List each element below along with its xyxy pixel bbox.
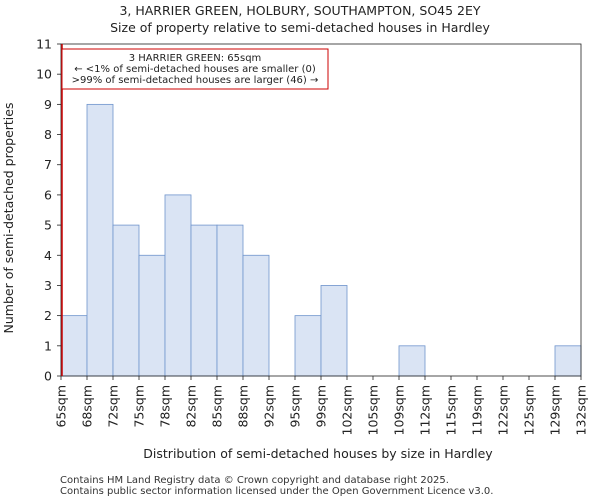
annotation-line-3: >99% of semi-detached houses are larger …: [72, 75, 319, 86]
x-tick-label: 78sqm: [158, 385, 173, 428]
x-tick-label: 82sqm: [184, 385, 199, 428]
y-tick-label: 11: [36, 37, 52, 52]
bar-85sqm: [216, 224, 244, 377]
bar-109sqm: [398, 345, 426, 377]
x-tick-label: 119sqm: [470, 385, 485, 435]
x-tick-label: 105sqm: [366, 385, 381, 435]
x-tick-label: 122sqm: [496, 385, 511, 435]
bar-129sqm: [554, 345, 582, 377]
x-tick-label: 99sqm: [314, 385, 329, 428]
x-tick-label: 75sqm: [132, 385, 147, 428]
bar-78sqm: [164, 194, 192, 377]
annotation-line-1: 3 HARRIER GREEN: 65sqm: [129, 53, 262, 64]
x-axis-title: Distribution of semi-detached houses by …: [143, 446, 493, 461]
annotation-line-2: ← <1% of semi-detached houses are smalle…: [74, 64, 316, 75]
x-tick-label: 95sqm: [288, 385, 303, 428]
bar-99sqm: [320, 285, 348, 377]
x-tick-label: 72sqm: [106, 385, 121, 428]
y-tick-label: 4: [44, 248, 52, 263]
bar-95sqm: [294, 315, 322, 377]
x-tick-label: 109sqm: [392, 385, 407, 435]
x-tick-label: 68sqm: [80, 385, 95, 428]
footer-line-2: Contains public sector information licen…: [60, 486, 493, 497]
bars-group: [60, 103, 582, 377]
x-tick-label: 65sqm: [54, 385, 69, 428]
plot-frame: [60, 43, 582, 377]
y-tick-label: 7: [44, 157, 52, 172]
y-tick-label: 5: [44, 218, 52, 233]
x-axis-ticks: 65sqm 68sqm 72sqm 75sqm 78sqm 82sqm 85sqm 88sqm…: [54, 376, 589, 435]
annotation-box: [61, 48, 329, 90]
bar-75sqm: [138, 254, 166, 377]
x-tick-label: 92sqm: [262, 385, 277, 428]
y-axis-title: Number of semi-detached properties: [1, 103, 16, 334]
chart-subtitle: Size of property relative to semi-detach…: [110, 20, 490, 35]
x-tick-label: 125sqm: [522, 385, 537, 435]
y-tick-label: 2: [44, 308, 52, 323]
x-tick-label: 112sqm: [418, 385, 433, 435]
y-tick-label: 3: [44, 278, 52, 293]
bar-88sqm: [242, 254, 270, 377]
x-tick-label: 85sqm: [210, 385, 225, 428]
footer-line-1: Contains HM Land Registry data © Crown c…: [60, 475, 449, 486]
x-tick-label: 115sqm: [444, 385, 459, 435]
y-tick-label: 8: [44, 127, 52, 142]
y-tick-label: 1: [44, 338, 52, 353]
x-tick-label: 102sqm: [340, 385, 355, 435]
y-tick-label: 9: [44, 97, 52, 112]
x-tick-label: 88sqm: [236, 385, 251, 428]
y-tick-label: 6: [44, 187, 52, 202]
y-tick-label: 10: [36, 67, 52, 82]
bar-72sqm: [112, 224, 140, 377]
bar-65sqm: [60, 315, 88, 377]
y-axis-ticks: 0 1 2 3 4 5 6 7 8 9 10 11: [36, 37, 61, 384]
chart-title: 3, HARRIER GREEN, HOLBURY, SOUTHAMPTON, …: [119, 3, 480, 18]
y-tick-label: 0: [44, 369, 52, 384]
bar-68sqm: [86, 103, 114, 377]
x-tick-label: 132sqm: [574, 385, 589, 435]
bar-82sqm: [190, 224, 218, 377]
x-tick-label: 129sqm: [548, 385, 563, 435]
